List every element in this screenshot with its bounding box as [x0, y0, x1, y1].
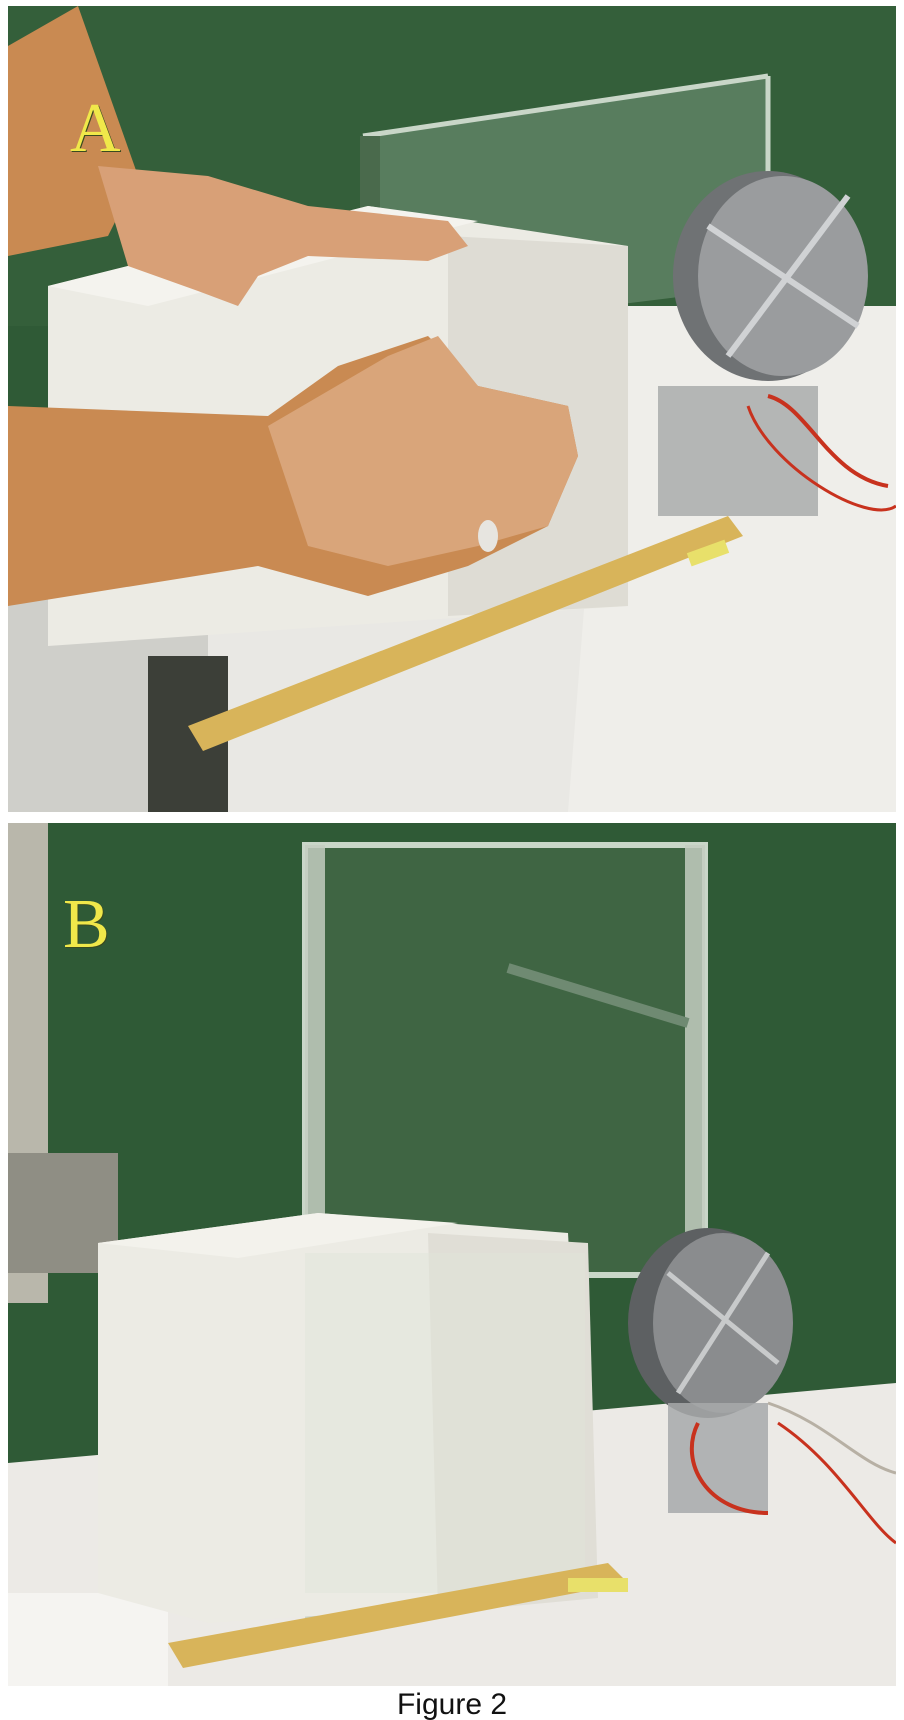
photo-panel-a: A	[8, 6, 896, 812]
photo-panel-b: B	[8, 823, 896, 1686]
panel-label-a: A	[70, 90, 121, 167]
figure-caption: Figure 2	[396, 1690, 508, 1720]
panel-label-b: B	[63, 886, 110, 963]
photo-b-illustration	[8, 823, 896, 1686]
photo-a-illustration	[8, 6, 896, 812]
